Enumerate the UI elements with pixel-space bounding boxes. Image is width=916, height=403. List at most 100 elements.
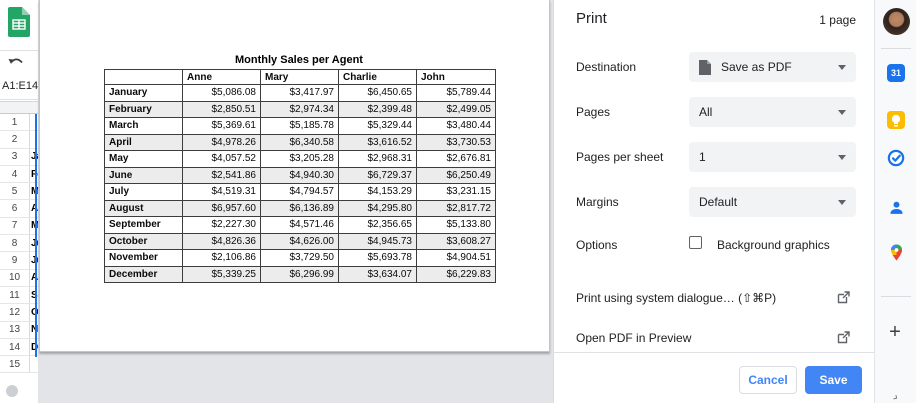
contacts-icon[interactable] [887,198,905,216]
row-number[interactable]: 14 [0,338,30,356]
cell-text-clipped[interactable]: May [30,218,38,234]
sheet-row: 8 June [0,235,38,253]
margins-dropdown[interactable]: Default [689,187,856,217]
print-dialog-panel: Print 1 page Destination Save as PDF Pag… [553,0,875,403]
cell-text-clipped[interactable]: October [30,304,38,320]
value-cell: $6,957.60 [182,199,261,217]
row-number[interactable]: 6 [0,200,30,217]
row-number[interactable]: 4 [0,165,30,183]
value-cell: $6,340.58 [260,133,339,151]
row-number[interactable]: 5 [0,183,30,200]
value-cell: $5,133.80 [416,216,496,234]
value-cell: $2,399.48 [338,100,417,118]
cell-text-clipped[interactable]: September [30,287,38,303]
cell-text-clipped[interactable]: June [30,235,38,251]
value-cell: $2,106.86 [182,249,261,267]
selection-border [35,114,37,357]
margins-value: Default [699,195,738,209]
column-header-john: John [416,69,496,85]
value-cell: $4,940.30 [260,166,339,184]
sheet-row: 2 [0,131,38,149]
value-cell: $2,356.65 [338,216,417,234]
chevron-down-icon [838,64,846,70]
add-icon[interactable]: + [889,320,901,343]
row-number[interactable]: 15 [0,356,30,373]
row-number[interactable]: 10 [0,269,30,286]
pages-value: All [699,105,713,119]
pages-label: Pages [576,105,611,119]
value-cell: $3,231.15 [416,183,496,201]
row-number[interactable]: 13 [0,321,30,338]
value-cell: $4,904.51 [416,249,496,267]
corner-header-cell [104,69,183,85]
row-number[interactable]: 7 [0,217,30,235]
scroll-handle[interactable] [6,385,18,397]
row-number[interactable]: 8 [0,235,30,252]
value-cell: $6,296.99 [260,265,339,283]
tasks-icon[interactable] [887,149,905,167]
google-sheets-logo-icon[interactable] [8,7,30,42]
cell-text-clipped[interactable]: January [30,149,38,165]
row-number[interactable]: 2 [0,131,30,148]
column-header-mary: Mary [260,69,339,85]
cell-text-clipped[interactable]: July [30,252,38,268]
keep-icon[interactable] [887,111,905,129]
row-number[interactable]: 11 [0,286,30,304]
value-cell: $6,729.37 [338,166,417,184]
table-row: June $2,541.86 $4,940.30 $6,729.37 $6,25… [104,166,496,184]
cell-text-clipped[interactable]: March [30,183,38,199]
save-button[interactable]: Save [805,366,862,394]
open-pdf-preview-link[interactable]: Open PDF in Preview [576,331,692,345]
destination-dropdown[interactable]: Save as PDF [689,52,856,82]
cell-text-clipped[interactable]: February [30,166,38,182]
table-row: April $4,978.26 $6,340.58 $3,616.52 $3,7… [104,133,496,151]
value-cell: $5,329.44 [338,117,417,135]
sheet-row: 4 February [0,165,38,184]
cancel-button[interactable]: Cancel [739,366,797,394]
cell-text-clipped[interactable]: November [30,322,38,338]
user-avatar[interactable] [883,8,910,35]
external-link-icon[interactable] [837,291,850,304]
row-number[interactable]: 12 [0,304,30,321]
value-cell: $3,729.50 [260,249,339,267]
page-count: 1 page [819,13,856,27]
rail-divider [881,296,911,297]
print-preview-page: Monthly Sales per Agent Anne Mary Charli… [39,0,550,352]
column-header-charlie: Charlie [338,69,417,85]
cell-text-clipped[interactable] [30,356,38,372]
external-link-icon[interactable] [837,331,850,344]
system-dialog-link[interactable]: Print using system dialogue… (⇧⌘P) [576,291,777,305]
pages-per-sheet-dropdown[interactable]: 1 [689,142,856,172]
value-cell: $5,185.78 [260,117,339,135]
name-box[interactable]: A1:E14 [2,80,38,92]
cell-text-clipped[interactable]: August [30,270,38,286]
collapse-rail-icon[interactable]: › [890,390,902,403]
value-cell: $6,136.89 [260,199,339,217]
value-cell: $3,608.27 [416,232,496,250]
maps-icon[interactable] [887,243,905,261]
calendar-date-glyph: 31 [890,68,901,78]
sheet-row: 3 January [0,148,38,166]
month-label-cell: January [104,84,183,102]
sheet-row: 14 December [0,338,38,357]
background-graphics-checkbox[interactable] [689,236,702,249]
background-graphics-label: Background graphics [717,238,830,252]
value-cell: $4,153.29 [338,183,417,201]
table-row: July $4,519.31 $4,794.57 $4,153.29 $3,23… [104,183,496,201]
pages-dropdown[interactable]: All [689,97,856,127]
row-number[interactable]: 3 [0,148,30,165]
chevron-down-icon [838,154,846,160]
print-preview-backdrop: Monthly Sales per Agent Anne Mary Charli… [38,0,553,403]
undo-icon[interactable] [8,56,25,74]
sheet-row: 10 August [0,269,38,287]
cell-text-clipped[interactable]: April [30,200,38,216]
cell-text-clipped[interactable]: December [30,339,38,355]
value-cell: $4,794.57 [260,183,339,201]
row-number[interactable]: 1 [0,114,30,131]
row-number[interactable]: 9 [0,252,30,269]
month-label-cell: October [104,232,183,250]
print-dialog-title: Print [576,10,607,27]
calendar-icon[interactable]: 31 [887,64,905,82]
value-cell: $4,519.31 [182,183,261,201]
